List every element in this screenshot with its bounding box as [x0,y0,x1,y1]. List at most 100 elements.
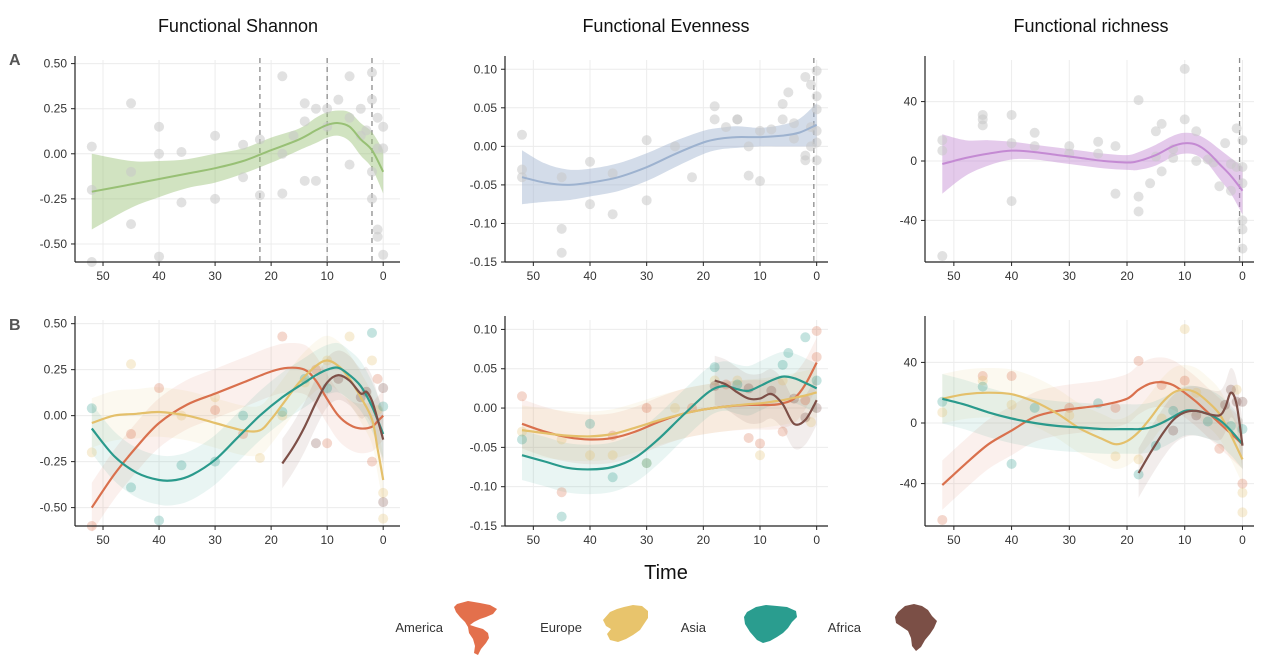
data-point [333,94,344,105]
data-point [366,67,377,78]
data-point-america [977,371,988,382]
data-point [344,71,355,82]
data-point-africa [378,497,389,508]
data-point [310,103,321,114]
data-point-asia [556,511,567,522]
data-point-europe [1179,324,1190,335]
series-line-africa [281,374,385,465]
data-point [811,137,822,148]
data-point-america [1006,371,1017,382]
panel-A-evenness: 50 40 30 20 10 0 -0.15 -0.10 -0.05 0.00 0.05 0.10 [470,56,828,283]
data-point [126,219,137,230]
y-tick-label: 0.00 [44,409,68,423]
row-label-b: B [9,317,21,334]
y-tick-label: 0.25 [44,363,68,377]
data-point-asia [977,381,988,392]
series-line-america [90,366,385,509]
data-point [1237,135,1248,146]
data-point-asia [1168,405,1179,416]
asia-map-icon [744,605,797,643]
data-point [1156,166,1167,177]
y-tick-label: 40 [904,355,918,369]
data-point-africa [310,438,321,449]
data-point-america [517,391,527,402]
data-point [607,168,618,179]
data-point [1133,206,1144,217]
series-ribbon-africa [282,350,384,489]
series-line-africa [1137,391,1244,474]
data-point-america [277,331,288,342]
x-tick-label: 0 [813,269,820,283]
data-point [1237,224,1248,235]
y-tick-label: 40 [904,95,918,109]
data-point-europe [126,359,137,370]
x-tick-label: 10 [320,269,334,283]
data-point [1214,181,1225,192]
data-point [517,172,527,183]
data-point-europe [277,410,288,421]
data-point-europe [378,513,389,524]
data-point [238,139,249,150]
y-tick-label: 0.05 [474,101,498,115]
x-tick-label: 30 [1063,533,1077,547]
x-tick-label: 0 [380,269,387,283]
x-tick-label: 30 [640,269,654,283]
x-tick-label: 30 [1063,269,1077,283]
data-point-europe [1237,487,1248,498]
data-point [937,145,948,156]
data-point [789,133,799,144]
data-point [755,176,765,187]
data-point [709,114,720,125]
data-point-africa [378,383,389,394]
x-tick-label: 40 [583,269,597,283]
data-point-asia [1006,458,1017,469]
data-point [366,193,377,204]
legend-label-asia: Asia [681,620,707,635]
x-tick-label: 50 [947,269,961,283]
col-title-richness: Functional richness [1013,16,1168,36]
fit-line [942,142,1244,192]
data-point [1093,148,1104,159]
data-point [556,223,567,234]
data-point [517,164,527,175]
data-point-asia [709,362,720,373]
fit-line [521,123,818,186]
data-point [641,195,652,206]
data-point-america [366,456,377,467]
data-point [154,251,165,262]
data-point [1179,63,1190,74]
data-point-europe [732,375,743,386]
data-point [238,172,249,183]
x-tick-label: 10 [320,533,334,547]
data-point [743,141,754,152]
data-point [299,116,310,127]
data-point [1237,215,1248,226]
panel-B-richness: 50 40 30 20 10 0 -40 0 40 [900,316,1254,547]
data-point [254,134,265,145]
data-point [585,156,595,167]
data-point [977,120,988,131]
data-point [366,94,377,105]
x-tick-label: 0 [1239,269,1246,283]
data-point [1064,141,1075,152]
data-point-africa [1225,384,1236,395]
data-point [789,118,799,129]
data-point-europe [254,452,265,463]
data-point [372,112,383,123]
data-point [556,172,567,183]
series-line-europe [91,359,385,481]
data-point [800,71,811,82]
x-tick-label: 20 [264,269,278,283]
data-point [687,172,697,183]
data-point [811,65,822,76]
data-point [811,104,822,115]
data-point [1225,185,1236,196]
x-tick-label: 20 [1120,533,1134,547]
data-point-europe [1110,451,1121,462]
data-point-america [1179,375,1190,386]
europe-map-icon [603,605,648,642]
data-point-america [1133,355,1144,366]
x-tick-label: 40 [1005,269,1019,283]
data-point [1156,118,1167,129]
data-point [310,175,321,186]
